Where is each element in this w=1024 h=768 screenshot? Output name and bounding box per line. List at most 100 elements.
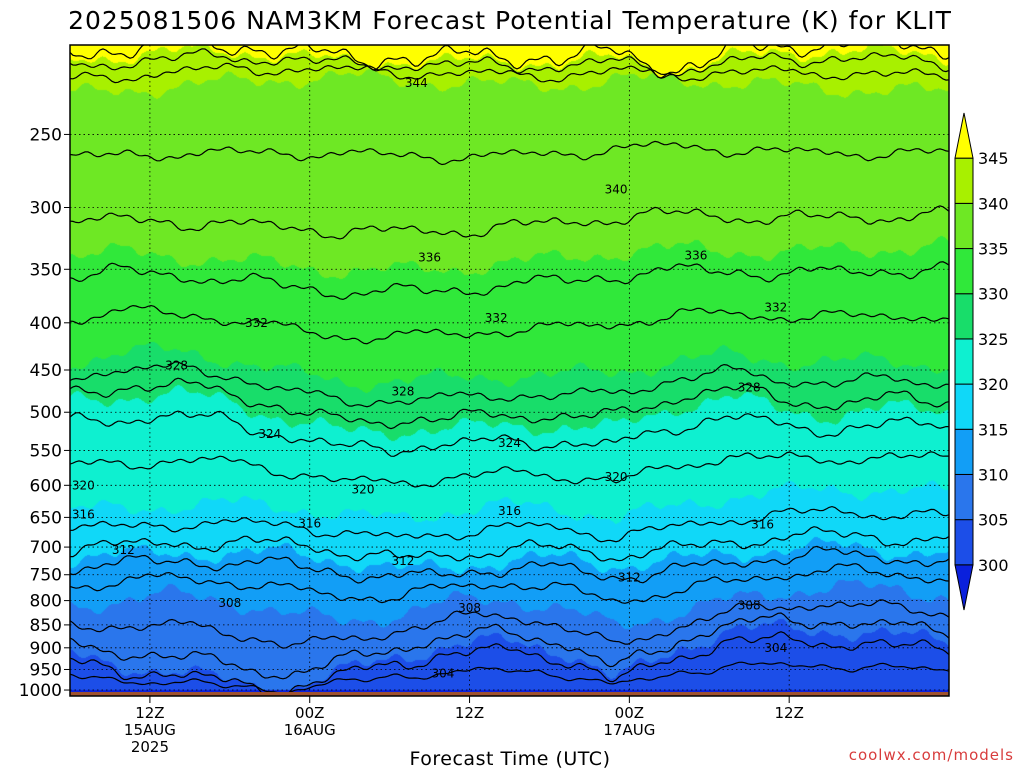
- colorbar-segment: [954, 157, 974, 204]
- contour-label-336: 336: [685, 248, 708, 262]
- contour-label-324: 324: [498, 436, 521, 450]
- contour-308: [70, 599, 949, 649]
- colorbar-label: 330: [978, 285, 1009, 304]
- contour-338: [70, 140, 949, 166]
- x-axis-label: Forecast Time (UTC): [410, 748, 611, 768]
- colorbar-label: 310: [978, 465, 1009, 484]
- contour-label-340: 340: [605, 183, 628, 197]
- contour-304: [70, 631, 949, 696]
- contour-label-316: 316: [72, 507, 95, 521]
- contour-label-308: 308: [738, 599, 761, 613]
- colorbar-label: 340: [978, 194, 1009, 213]
- colorbar-label: 325: [978, 330, 1009, 349]
- y-tick-label: 850: [30, 616, 62, 636]
- plot-area: [70, 45, 949, 696]
- y-tick-label: 450: [30, 361, 62, 381]
- contour-label-316: 316: [751, 518, 774, 532]
- contour-label-312: 312: [392, 554, 415, 568]
- colorbar-segment: [954, 293, 974, 340]
- grid-lines: [70, 45, 949, 696]
- colorbar-segment: [954, 248, 974, 295]
- contour-label-320: 320: [352, 482, 375, 496]
- contour-322: [70, 451, 949, 488]
- contour-label-332: 332: [485, 311, 508, 325]
- colorbar-segment: [954, 473, 974, 521]
- colorbar-segment: [954, 428, 974, 475]
- colour-bands: [70, 45, 949, 696]
- contour-label-312: 312: [112, 543, 135, 557]
- y-tick-label: 750: [30, 566, 62, 586]
- colorbar-label: 320: [978, 375, 1009, 394]
- contour-lines: [70, 45, 949, 696]
- contour-318: [70, 505, 949, 543]
- y-tick-label: 650: [30, 508, 62, 528]
- colorbar-segment: [954, 519, 974, 566]
- x-tick-label: 17AUG: [603, 721, 655, 739]
- contour-label-332: 332: [764, 300, 787, 314]
- contour-342: [70, 62, 949, 84]
- y-tick-label: 1000: [19, 681, 62, 701]
- x-tick-label: 15AUG: [124, 721, 176, 739]
- chart-title: 2025081506 NAM3KM Forecast Potential Tem…: [68, 6, 952, 35]
- ground-below-surface: [70, 692, 949, 696]
- x-tick-label: 00Z: [295, 704, 324, 722]
- contour-326: [70, 377, 949, 430]
- contour-label-344: 344: [405, 76, 428, 90]
- contour-324: [70, 410, 949, 457]
- x-tick-label: 16AUG: [284, 721, 336, 739]
- contour-label-320: 320: [605, 470, 628, 484]
- y-tick-label: 900: [30, 639, 62, 659]
- contour-label-304: 304: [431, 667, 454, 681]
- colorbar-segment: [954, 338, 974, 385]
- contour-336: [70, 205, 949, 240]
- contour-344: [70, 48, 949, 79]
- x-tick-label: 12Z: [455, 704, 484, 722]
- contour-labels: 344 340 336 336 332 332 332 328 328 328 324 324 320 3…: [72, 76, 787, 681]
- colorbar: 300 305 310 315 320 325 330 335 340 345: [954, 112, 1009, 611]
- colorbar-segment: [954, 202, 974, 250]
- colorbar-label: 335: [978, 240, 1009, 259]
- contour-302: [70, 661, 949, 695]
- y-tick-label: 300: [30, 199, 62, 219]
- y-tick-label: 800: [30, 592, 62, 612]
- x-tick-label: 00Z: [615, 704, 644, 722]
- x-tick-label: 12Z: [774, 704, 803, 722]
- contour-label-312: 312: [618, 570, 641, 584]
- contour-316: [70, 526, 949, 562]
- y-tick-label: 550: [30, 441, 62, 461]
- contour-label-308: 308: [458, 601, 481, 615]
- colorbar-label: 315: [978, 420, 1009, 439]
- colorbar-extend-low: [954, 564, 974, 611]
- colorbar-label: 345: [978, 149, 1009, 168]
- x-tick-label: 2025: [131, 738, 169, 756]
- contour-label-320: 320: [72, 478, 95, 492]
- credit-text: coolwx.com/models: [849, 746, 1014, 764]
- contour-label-304: 304: [764, 641, 787, 655]
- colorbar-segment: [954, 383, 974, 430]
- contour-314: [70, 545, 949, 584]
- colorbar-label: 300: [978, 556, 1009, 575]
- contour-label-332: 332: [245, 316, 268, 330]
- contour-334: [70, 261, 949, 301]
- y-tick-label: 700: [30, 538, 62, 558]
- y-tick-label: 400: [30, 314, 62, 334]
- y-tick-label: 250: [30, 125, 62, 145]
- x-tick-label: 12Z: [135, 704, 164, 722]
- contour-label-324: 324: [258, 427, 281, 441]
- potential-temperature-field: [70, 45, 949, 696]
- y-tick-label: 600: [30, 476, 62, 496]
- y-tick-label: 350: [30, 260, 62, 280]
- contour-label-336: 336: [418, 251, 441, 265]
- contour-label-328: 328: [165, 359, 188, 373]
- contour-306: [70, 612, 949, 680]
- contour-312: [70, 563, 949, 604]
- contour-328: [70, 361, 949, 408]
- y-axis: 250 300 350 400 450 500 550 600 650 700 750 800 850 9…: [19, 125, 70, 701]
- contour-346: [70, 45, 949, 79]
- contour-label-316: 316: [298, 517, 321, 531]
- contour-label-328: 328: [738, 380, 761, 394]
- contour-label-308: 308: [218, 596, 241, 610]
- y-tick-label: 950: [30, 660, 62, 680]
